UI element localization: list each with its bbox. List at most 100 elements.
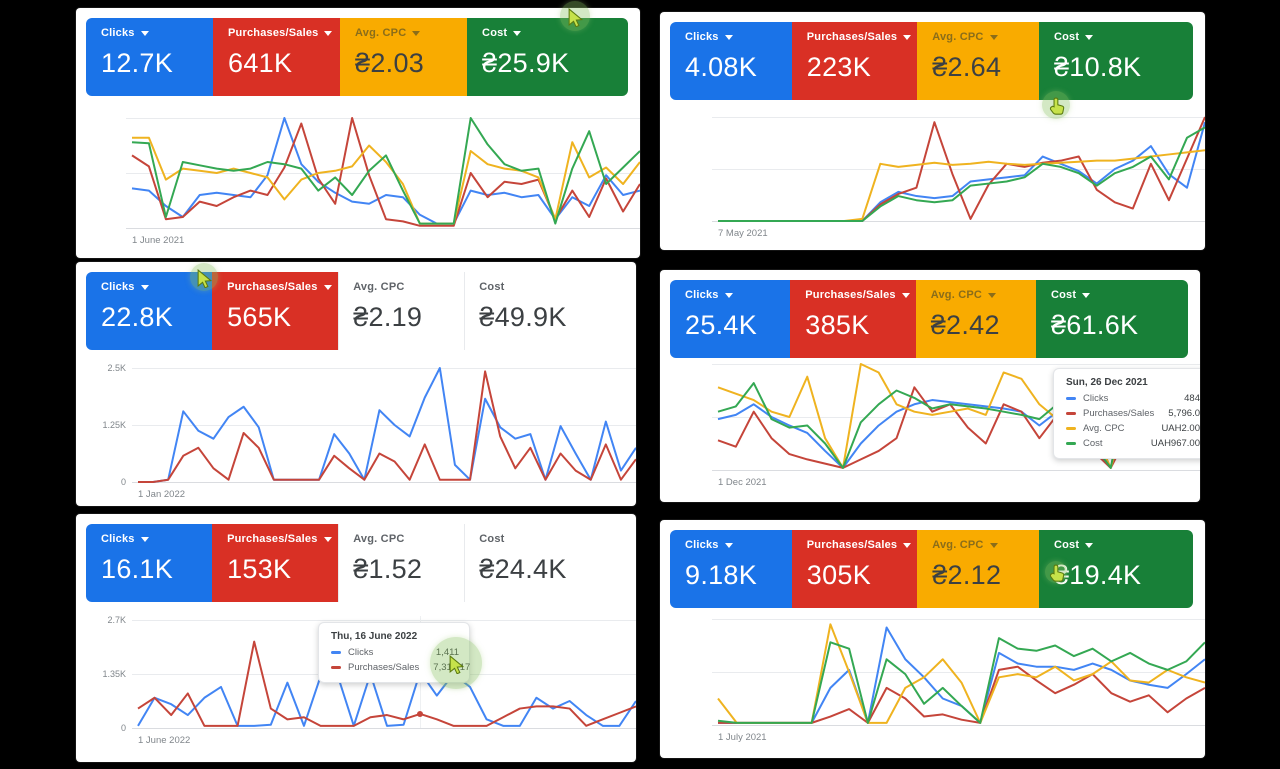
metric-card-label-text: Cost [1053, 31, 1080, 43]
metric-card-value: 25.4K [685, 310, 758, 340]
dropdown-caret-icon[interactable] [901, 292, 910, 298]
chart-gridline [712, 417, 1200, 418]
metric-card-avg-cpc[interactable]: Avg. CPC ₴2.19 [338, 272, 465, 350]
legend-dash-icon [1066, 442, 1076, 445]
dropdown-caret-icon[interactable] [323, 536, 332, 542]
metric-card-clicks[interactable]: Clicks 12.7K [86, 18, 214, 96]
metric-card-clicks[interactable]: Clicks 22.8K [86, 272, 213, 350]
metric-card-avg-cpc[interactable]: Avg. CPC ₴2.03 [340, 18, 468, 96]
metric-card-label-text: Clicks [685, 539, 719, 551]
metric-card-purchases-sales[interactable]: Purchases/Sales 305K [791, 530, 918, 608]
metric-card-label-text: Clicks [101, 281, 135, 293]
legend-dash-icon [331, 666, 341, 669]
dropdown-caret-icon[interactable] [140, 284, 149, 290]
metric-card-label: Avg. CPC [353, 533, 458, 545]
dropdown-caret-icon[interactable] [989, 542, 998, 548]
metric-card-purchases-sales[interactable]: Purchases/Sales 223K [791, 22, 918, 100]
legend-dash-icon [1066, 397, 1076, 400]
series-line-avg-cpc [718, 624, 1205, 723]
metric-card-label: Avg. CPC [932, 31, 1033, 43]
metric-card-purchases-sales[interactable]: Purchases/Sales 385K [790, 280, 916, 358]
legend-dash-icon [1066, 427, 1076, 430]
chart-gridline [712, 169, 1205, 170]
chart-hover-tooltip: Sun, 26 Dec 2021 Clicks 484 Purchases/Sales… [1053, 368, 1200, 459]
legend-dash-icon [331, 651, 341, 654]
dropdown-caret-icon[interactable] [903, 542, 912, 548]
dropdown-caret-icon[interactable] [513, 30, 522, 36]
series-line-clicks [718, 627, 1205, 722]
y-axis-tick-label: 1.25K [102, 420, 126, 430]
tooltip-series-name: Avg. CPC [1083, 423, 1125, 434]
dropdown-caret-icon[interactable] [1085, 34, 1094, 40]
metric-card-label: Cost [1054, 539, 1187, 551]
metric-card-label: Avg. CPC [931, 289, 1030, 301]
line-chart-plot-area[interactable] [718, 117, 1205, 221]
metric-card-clicks[interactable]: Clicks 9.18K [670, 530, 792, 608]
metric-card-value: ₴2.12 [932, 560, 1002, 590]
metric-card-label-text: Avg. CPC [932, 539, 984, 551]
metric-card-value: ₴24.4K [479, 554, 567, 584]
ads-dashboard-panel-june-2021: Clicks 12.7K Purchases/Sales 641K Avg. CPC ₴2… [76, 8, 640, 258]
dropdown-caret-icon[interactable] [903, 34, 912, 40]
metric-card-avg-cpc[interactable]: Avg. CPC ₴2.12 [917, 530, 1039, 608]
metric-card-label: Cost [1051, 289, 1182, 301]
metric-card-label-text: Purchases/Sales [806, 31, 898, 43]
tooltip-row-clicks: Clicks 484 [1066, 393, 1200, 404]
metric-card-avg-cpc[interactable]: Avg. CPC ₴1.52 [338, 524, 465, 602]
dropdown-caret-icon[interactable] [988, 292, 997, 298]
metric-card-value: ₴61.6K [1050, 310, 1139, 340]
metric-card-cost[interactable]: Cost ₴61.6K [1035, 280, 1188, 358]
metric-card-cost[interactable]: Cost ₴25.9K [467, 18, 628, 96]
metric-card-value: ₴2.42 [930, 310, 1000, 340]
metric-card-purchases-sales[interactable]: Purchases/Sales 641K [213, 18, 341, 96]
metric-card-cost[interactable]: Cost ₴49.9K [464, 272, 624, 350]
dropdown-caret-icon[interactable] [140, 30, 149, 36]
metric-card-label-text: Avg. CPC [355, 27, 407, 39]
metric-card-clicks[interactable]: Clicks 25.4K [670, 280, 791, 358]
dropdown-caret-icon[interactable] [140, 536, 149, 542]
metric-card-avg-cpc[interactable]: Avg. CPC ₴2.42 [915, 280, 1036, 358]
metric-card-cost[interactable]: Cost ₴19.4K [1038, 530, 1193, 608]
series-line-avg-cpc [132, 138, 640, 224]
metric-card-label-text: Purchases/Sales [806, 539, 898, 551]
line-chart-plot-area[interactable] [138, 368, 636, 482]
metric-card-value: 16.1K [101, 554, 174, 584]
tooltip-series-value: 1,411 [435, 647, 459, 658]
y-axis-tick-label: 2.5K [107, 363, 126, 373]
chart-gridline [712, 364, 1200, 365]
metric-card-label-text: Cost [482, 27, 508, 39]
dropdown-caret-icon[interactable] [1085, 542, 1094, 548]
metric-card-clicks[interactable]: Clicks 16.1K [86, 524, 213, 602]
metric-card-value: ₴1.52 [353, 554, 423, 584]
y-axis-tick-label: 0 [120, 723, 126, 733]
chart-gridline [712, 117, 1205, 118]
line-chart-plot-area[interactable] [132, 118, 640, 228]
metric-card-label: Avg. CPC [932, 539, 1033, 551]
metric-card-cost[interactable]: Cost ₴10.8K [1038, 22, 1193, 100]
legend-dash-icon [1066, 412, 1076, 415]
chart-gridline [712, 470, 1200, 471]
metric-cards-row: Clicks 12.7K Purchases/Sales 641K Avg. CPC ₴2… [86, 18, 628, 96]
metric-card-label: Clicks [685, 289, 784, 301]
metric-card-label-text: Purchases/Sales [227, 281, 318, 293]
dropdown-caret-icon[interactable] [724, 34, 733, 40]
dropdown-caret-icon[interactable] [412, 30, 421, 36]
metric-card-label: Clicks [101, 27, 207, 39]
metric-card-label-text: Purchases/Sales [227, 533, 318, 545]
dropdown-caret-icon[interactable] [724, 292, 733, 298]
metric-card-clicks[interactable]: Clicks 4.08K [670, 22, 792, 100]
line-chart-plot-area[interactable] [718, 619, 1205, 725]
dropdown-caret-icon[interactable] [323, 284, 332, 290]
metric-card-cost[interactable]: Cost ₴24.4K [464, 524, 624, 602]
metric-card-value: 153K [227, 554, 292, 584]
dropdown-caret-icon[interactable] [1082, 292, 1091, 298]
metric-card-label-text: Cost [479, 281, 505, 293]
dropdown-caret-icon[interactable] [324, 30, 333, 36]
dropdown-caret-icon[interactable] [724, 542, 733, 548]
metric-card-purchases-sales[interactable]: Purchases/Sales 153K [212, 524, 339, 602]
tooltip-series-name: Purchases/Sales [1083, 408, 1155, 419]
dropdown-caret-icon[interactable] [989, 34, 998, 40]
x-axis-start-date-label: 1 June 2022 [138, 735, 191, 746]
metric-card-purchases-sales[interactable]: Purchases/Sales 565K [212, 272, 339, 350]
metric-card-avg-cpc[interactable]: Avg. CPC ₴2.64 [917, 22, 1039, 100]
